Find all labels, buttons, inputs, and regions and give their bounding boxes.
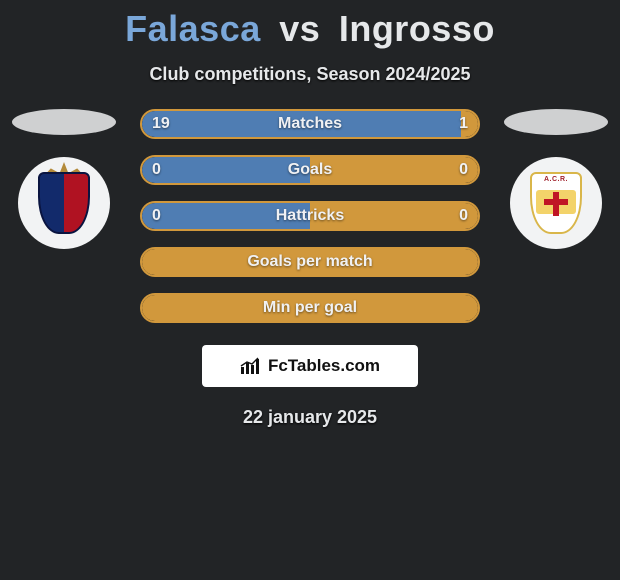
stat-bar-left-segment [142, 203, 310, 229]
stat-bar: Matches191 [140, 109, 480, 139]
comparison-area: A.C.R. Matches191Goals00Hattricks00Goals… [0, 109, 620, 323]
stat-bar-right-value: 0 [459, 203, 468, 229]
stat-bar-right-value: 0 [459, 157, 468, 183]
stat-bar-left-value: 19 [152, 111, 170, 137]
stat-bar: Goals00 [140, 155, 480, 185]
left-player-placeholder [12, 109, 116, 135]
stat-bar-left-segment [142, 157, 310, 183]
stat-bar: Goals per match [140, 247, 480, 277]
player2-name: Ingrosso [339, 8, 495, 49]
vs-label: vs [279, 8, 320, 49]
right-player-placeholder [504, 109, 608, 135]
bar-chart-icon [240, 357, 262, 375]
page-title: Falasca vs Ingrosso [0, 0, 620, 50]
left-column [4, 109, 124, 249]
casertana-shield-icon [38, 172, 90, 234]
right-team-badge: A.C.R. [510, 157, 602, 249]
stat-bar-left-value: 0 [152, 203, 161, 229]
stat-bar: Min per goal [140, 293, 480, 323]
stat-bar-right-value: 1 [459, 111, 468, 137]
right-column: A.C.R. [496, 109, 616, 249]
stat-bar-right-segment [142, 295, 478, 321]
stat-bar: Hattricks00 [140, 201, 480, 231]
brand-text: FcTables.com [268, 356, 380, 376]
stat-bar-right-segment [142, 249, 478, 275]
date-label: 22 january 2025 [0, 407, 620, 428]
stat-bar-right-segment [310, 203, 478, 229]
stat-bar-right-segment [310, 157, 478, 183]
stat-bar-left-value: 0 [152, 157, 161, 183]
stat-bars: Matches191Goals00Hattricks00Goals per ma… [140, 109, 480, 323]
messina-shield-icon: A.C.R. [530, 172, 582, 234]
stat-bar-left-segment [142, 111, 461, 137]
brand-badge: FcTables.com [202, 345, 418, 387]
subtitle: Club competitions, Season 2024/2025 [0, 64, 620, 85]
player1-name: Falasca [125, 8, 261, 49]
left-team-badge [18, 157, 110, 249]
